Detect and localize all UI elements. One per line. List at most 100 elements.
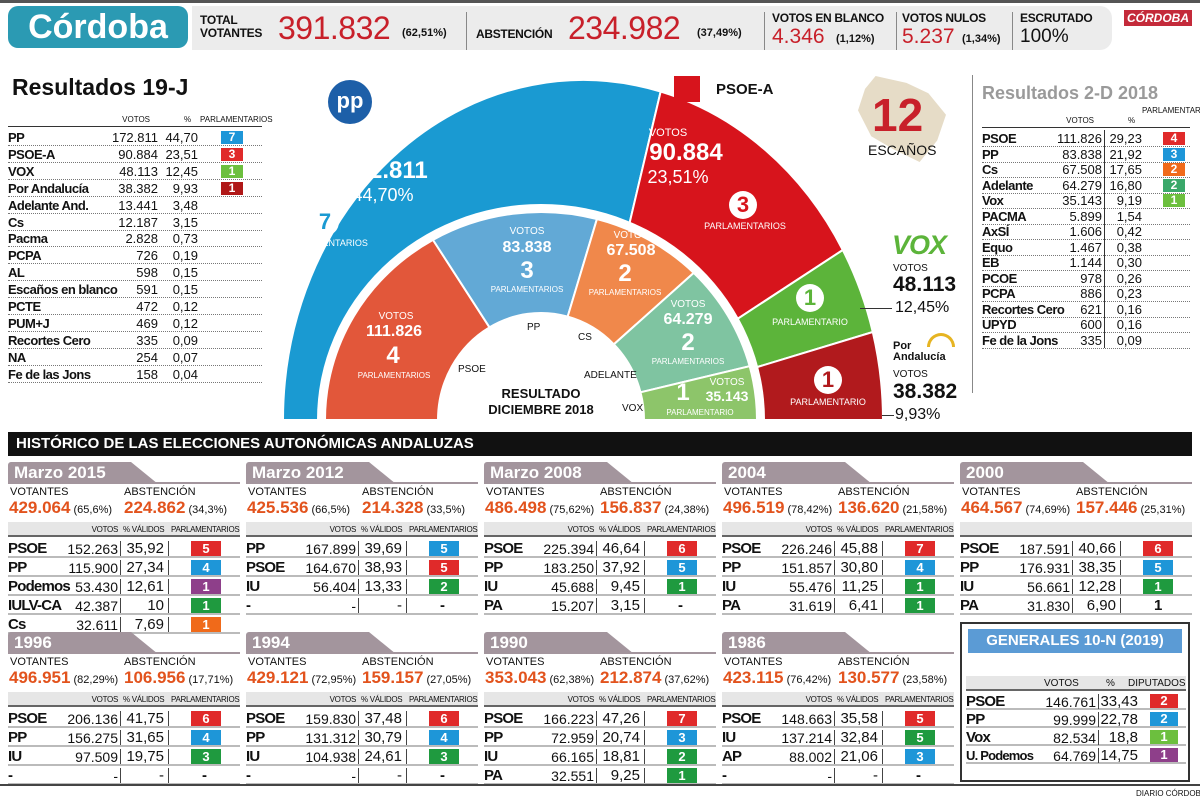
seat-badge: 1 xyxy=(221,164,243,178)
votes: 226.246 xyxy=(781,541,832,557)
seat-badge: 5 xyxy=(429,541,459,556)
table-row: PSOE 225.394 46,64 6 xyxy=(484,539,716,558)
pp-votes: 172.811 xyxy=(342,157,428,184)
divider xyxy=(1104,300,1105,317)
table-row: Vox 35.143 9,19 1 xyxy=(982,192,1190,209)
abstention-value: 106.956 xyxy=(124,668,186,687)
votes: 31.830 xyxy=(1027,598,1070,614)
divider xyxy=(1104,192,1105,208)
seat-badge: 6 xyxy=(1143,541,1173,556)
abstention-label: ABSTENCIÓN xyxy=(838,656,910,668)
divider xyxy=(834,768,835,783)
divider xyxy=(644,598,645,613)
divider xyxy=(644,541,645,556)
votes: - xyxy=(351,598,356,614)
pct: 41,75 xyxy=(126,710,164,727)
divider xyxy=(1104,285,1105,301)
tab-line xyxy=(722,652,954,654)
seat-badge: 6 xyxy=(429,711,459,726)
divider xyxy=(1072,579,1073,594)
hole-label-vox: VOX xyxy=(622,403,644,414)
votes: 159.830 xyxy=(305,711,356,727)
abstention-pct: (34,3%) xyxy=(185,504,228,516)
voters-pct: (75,62%) xyxy=(546,504,595,516)
divider xyxy=(1104,269,1105,286)
col-votes: VOTOS xyxy=(91,525,119,534)
party-name: IU xyxy=(484,578,498,595)
seat-badge: 3 xyxy=(191,749,221,764)
seat-badge: 2 xyxy=(667,749,697,764)
election-year: 1986 xyxy=(722,632,872,654)
divider xyxy=(1104,176,1105,193)
divider xyxy=(896,12,897,50)
votes: 15.207 xyxy=(551,598,594,614)
pct: 0,19 xyxy=(172,248,198,264)
psoe-logo-text: PSOE-A xyxy=(716,81,774,98)
voters-label: VOTANTES xyxy=(486,486,545,498)
pct: 38,93 xyxy=(364,559,402,576)
party-name: Podemos xyxy=(8,578,71,595)
blank-value: 4.346 xyxy=(772,25,825,48)
col-seats: PARLAMENTARIOS xyxy=(171,525,240,534)
column-header: VOTOS % VÁLIDOS PARLAMENTARIOS xyxy=(484,522,716,537)
divider xyxy=(406,541,407,556)
column-header: VOTOS % VÁLIDOS PARLAMENTARIOS xyxy=(722,692,954,707)
col-votes: VOTOS xyxy=(329,525,357,534)
pct: 30,79 xyxy=(364,729,402,746)
i-psoe-seats-value: 4 xyxy=(386,342,400,369)
abstention-value: 212.874 xyxy=(600,668,662,687)
divider xyxy=(1104,238,1105,255)
divider xyxy=(972,75,973,393)
psoe-pct: 23,51% xyxy=(647,167,709,187)
pct: 0,15 xyxy=(172,282,198,298)
pct: 17,65 xyxy=(1109,162,1142,177)
election-block: 2000 VOTANTES ABSTENCIÓN 464.567 (74,69%) 15… xyxy=(960,462,1192,622)
divider xyxy=(882,541,883,556)
col-pct: % VÁLIDOS xyxy=(361,695,403,704)
party-name: PP xyxy=(484,729,503,746)
divider xyxy=(120,617,121,632)
votes: 225.394 xyxy=(543,541,594,557)
party-name: UPYD xyxy=(982,317,1017,332)
votes: 55.476 xyxy=(789,579,832,595)
pct: 0,16 xyxy=(1116,301,1142,317)
party-name: AxSÍ xyxy=(982,224,1009,239)
seat-badge: 1 xyxy=(905,579,935,594)
divider xyxy=(644,749,645,764)
i-psoe-votes-label: VOTOS xyxy=(378,311,414,322)
table-row: Recortes Cero 621 0,16 xyxy=(982,300,1190,318)
votes: 156.275 xyxy=(67,730,118,746)
psoe-seats-label: PARLAMENTARIOS xyxy=(704,221,786,231)
party-name: U. Podemos xyxy=(966,748,1034,763)
psoe-logo-icon xyxy=(674,76,700,102)
party-name: PA xyxy=(960,597,979,614)
divider xyxy=(120,730,121,745)
seat-badge: 1 xyxy=(191,598,221,613)
votes: 335 xyxy=(1080,332,1102,348)
pct: 9,25 xyxy=(610,767,640,784)
col-seats: DIPUTADOS xyxy=(1128,678,1186,689)
party-name: EB xyxy=(982,255,1000,270)
voters: 423.115 (76,42%) xyxy=(723,668,831,688)
tab-line xyxy=(8,652,240,654)
table-row: PP 131.312 30,79 4 xyxy=(246,728,478,747)
abstention-value: 156.837 xyxy=(600,498,662,517)
pct: 9,45 xyxy=(610,578,640,595)
party-name: - xyxy=(246,597,251,614)
pct: 31,65 xyxy=(126,729,164,746)
divider xyxy=(596,749,597,764)
pct: 12,28 xyxy=(1078,578,1116,595)
abstention: 156.837 (24,38%) xyxy=(600,498,709,518)
party-name: PUM+J xyxy=(8,315,50,331)
table-row: Vox 82.534 18,8 1 xyxy=(966,728,1186,746)
i-psoe-seats: 4 xyxy=(386,342,400,369)
pct: 1,54 xyxy=(1116,208,1142,224)
votes: 335 xyxy=(136,332,158,348)
divider xyxy=(882,730,883,745)
i-pp-votes: 83.838 xyxy=(502,239,552,256)
party-name: AP xyxy=(722,748,742,765)
votes: 176.931 xyxy=(1019,560,1070,576)
votes: 90.884 xyxy=(118,146,158,162)
pct: 23,51 xyxy=(165,146,198,162)
null-pct: (1,34%) xyxy=(962,33,1001,45)
